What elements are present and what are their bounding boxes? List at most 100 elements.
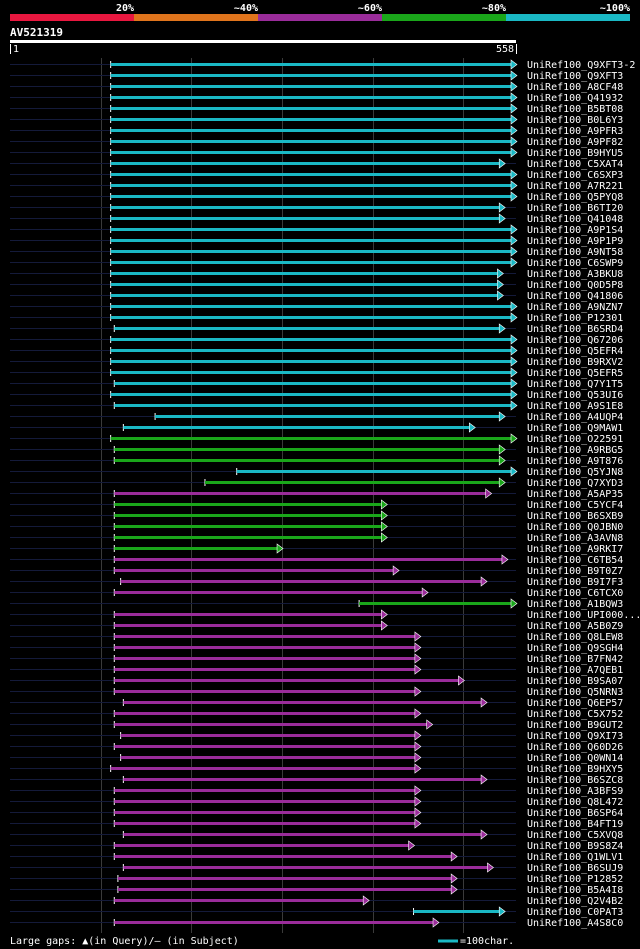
hit-label-75[interactable]: UniRef100_B5A4I8: [527, 885, 623, 896]
hit-bar-19[interactable]: [110, 272, 499, 275]
hit-label-61[interactable]: UniRef100_Q9XI73: [527, 731, 623, 742]
hit-bar-67[interactable]: [114, 800, 416, 803]
hit-label-27[interactable]: UniRef100_B9RXV2: [527, 357, 623, 368]
hit-bar-37[interactable]: [236, 470, 512, 473]
hit-label-62[interactable]: UniRef100_Q60D26: [527, 742, 623, 753]
hit-label-19[interactable]: UniRef100_A3BKU8: [527, 269, 623, 280]
hit-bar-31[interactable]: [114, 404, 513, 407]
hit-bar-63[interactable]: [120, 756, 416, 759]
hit-bar-28[interactable]: [110, 371, 512, 374]
hit-label-14[interactable]: UniRef100_Q41048: [527, 214, 623, 225]
hit-bar-64[interactable]: [110, 767, 416, 770]
hit-bar-24[interactable]: [114, 327, 501, 330]
hit-bar-65[interactable]: [123, 778, 483, 781]
hit-label-59[interactable]: UniRef100_C5X752: [527, 709, 623, 720]
hit-bar-35[interactable]: [114, 448, 501, 451]
hit-bar-23[interactable]: [110, 316, 512, 319]
hit-bar-49[interactable]: [359, 602, 512, 605]
hit-bar-69[interactable]: [114, 822, 416, 825]
hit-label-4[interactable]: UniRef100_B5BT08: [527, 104, 623, 115]
hit-bar-75[interactable]: [117, 888, 453, 891]
hit-bar-25[interactable]: [110, 338, 512, 341]
hit-bar-21[interactable]: [110, 294, 499, 297]
hit-bar-16[interactable]: [110, 239, 512, 242]
hit-bar-18[interactable]: [110, 261, 512, 264]
hit-bar-15[interactable]: [110, 228, 512, 231]
hit-label-25[interactable]: UniRef100_Q67206: [527, 335, 623, 346]
hit-bar-74[interactable]: [117, 877, 453, 880]
hit-label-22[interactable]: UniRef100_A9NZN7: [527, 302, 623, 313]
hit-label-40[interactable]: UniRef100_C5YCF4: [527, 500, 623, 511]
hit-label-1[interactable]: UniRef100_Q9XFT3: [527, 71, 623, 82]
hit-label-42[interactable]: UniRef100_Q0JBN0: [527, 522, 623, 533]
hit-bar-56[interactable]: [114, 679, 460, 682]
hit-label-67[interactable]: UniRef100_Q8L472: [527, 797, 623, 808]
hit-label-71[interactable]: UniRef100_B9S8Z4: [527, 841, 623, 852]
hit-bar-57[interactable]: [114, 690, 416, 693]
hit-bar-50[interactable]: [114, 613, 383, 616]
hit-bar-73[interactable]: [123, 866, 489, 869]
hit-bar-32[interactable]: [155, 415, 501, 418]
hit-bar-20[interactable]: [110, 283, 499, 286]
hit-bar-70[interactable]: [123, 833, 483, 836]
hit-bar-62[interactable]: [114, 745, 416, 748]
hit-bar-9[interactable]: [110, 162, 501, 165]
hit-label-63[interactable]: UniRef100_Q0WN14: [527, 753, 623, 764]
hit-bar-47[interactable]: [120, 580, 483, 583]
hit-label-26[interactable]: UniRef100_Q5EFR4: [527, 346, 623, 357]
hit-label-64[interactable]: UniRef100_B9HXY5: [527, 764, 623, 775]
hit-label-30[interactable]: UniRef100_Q53UI6: [527, 390, 623, 401]
hit-label-78[interactable]: UniRef100_A4S8C0: [527, 918, 623, 929]
hit-bar-4[interactable]: [110, 107, 512, 110]
hit-label-2[interactable]: UniRef100_A8CF48: [527, 82, 623, 93]
hit-bar-30[interactable]: [110, 393, 512, 396]
hit-label-21[interactable]: UniRef100_Q41806: [527, 291, 623, 302]
hit-bar-55[interactable]: [114, 668, 416, 671]
hit-label-72[interactable]: UniRef100_Q1WLV1: [527, 852, 623, 863]
hit-label-77[interactable]: UniRef100_C0PAT3: [527, 907, 623, 918]
hit-bar-61[interactable]: [120, 734, 416, 737]
hit-label-74[interactable]: UniRef100_P12852: [527, 874, 623, 885]
hit-bar-59[interactable]: [114, 712, 416, 715]
hit-bar-33[interactable]: [123, 426, 471, 429]
hit-label-65[interactable]: UniRef100_B6SZC8: [527, 775, 623, 786]
hit-label-43[interactable]: UniRef100_A3AVN8: [527, 533, 623, 544]
hit-label-3[interactable]: UniRef100_Q41932: [527, 93, 623, 104]
hit-label-31[interactable]: UniRef100_A9S1E8: [527, 401, 623, 412]
hit-label-34[interactable]: UniRef100_O22591: [527, 434, 623, 445]
hit-label-57[interactable]: UniRef100_Q5NRN3: [527, 687, 623, 698]
hit-label-17[interactable]: UniRef100_A9NT58: [527, 247, 623, 258]
hit-bar-68[interactable]: [114, 811, 416, 814]
hit-label-52[interactable]: UniRef100_Q8LEW8: [527, 632, 623, 643]
hit-label-33[interactable]: UniRef100_Q9MAW1: [527, 423, 623, 434]
hit-label-58[interactable]: UniRef100_Q6EP57: [527, 698, 623, 709]
hit-label-50[interactable]: UniRef100_UPI000...: [527, 610, 640, 621]
hit-bar-14[interactable]: [110, 217, 501, 220]
hit-label-55[interactable]: UniRef100_A7QEB1: [527, 665, 623, 676]
hit-bar-43[interactable]: [114, 536, 383, 539]
hit-label-12[interactable]: UniRef100_Q5PYQ8: [527, 192, 623, 203]
hit-bar-39[interactable]: [114, 492, 487, 495]
hit-bar-12[interactable]: [110, 195, 512, 198]
hit-bar-76[interactable]: [114, 899, 365, 902]
hit-label-48[interactable]: UniRef100_C6TCX0: [527, 588, 623, 599]
hit-bar-40[interactable]: [114, 503, 383, 506]
hit-label-15[interactable]: UniRef100_A9P1S4: [527, 225, 623, 236]
hit-label-29[interactable]: UniRef100_Q7Y1T5: [527, 379, 623, 390]
hit-bar-10[interactable]: [110, 173, 512, 176]
hit-label-47[interactable]: UniRef100_B9I7F3: [527, 577, 623, 588]
hit-bar-34[interactable]: [110, 437, 512, 440]
hit-label-68[interactable]: UniRef100_B6SP64: [527, 808, 623, 819]
hit-label-66[interactable]: UniRef100_A3BFS9: [527, 786, 623, 797]
hit-label-37[interactable]: UniRef100_Q5YJN8: [527, 467, 623, 478]
hit-bar-26[interactable]: [110, 349, 512, 352]
hit-bar-27[interactable]: [110, 360, 512, 363]
hit-label-76[interactable]: UniRef100_Q2V4B2: [527, 896, 623, 907]
hit-label-69[interactable]: UniRef100_B4FT19: [527, 819, 623, 830]
hit-bar-42[interactable]: [114, 525, 383, 528]
hit-bar-51[interactable]: [114, 624, 383, 627]
hit-bar-60[interactable]: [114, 723, 428, 726]
hit-label-70[interactable]: UniRef100_C5XVQ8: [527, 830, 623, 841]
hit-label-44[interactable]: UniRef100_A9RKI7: [527, 544, 623, 555]
hit-bar-7[interactable]: [110, 140, 512, 143]
